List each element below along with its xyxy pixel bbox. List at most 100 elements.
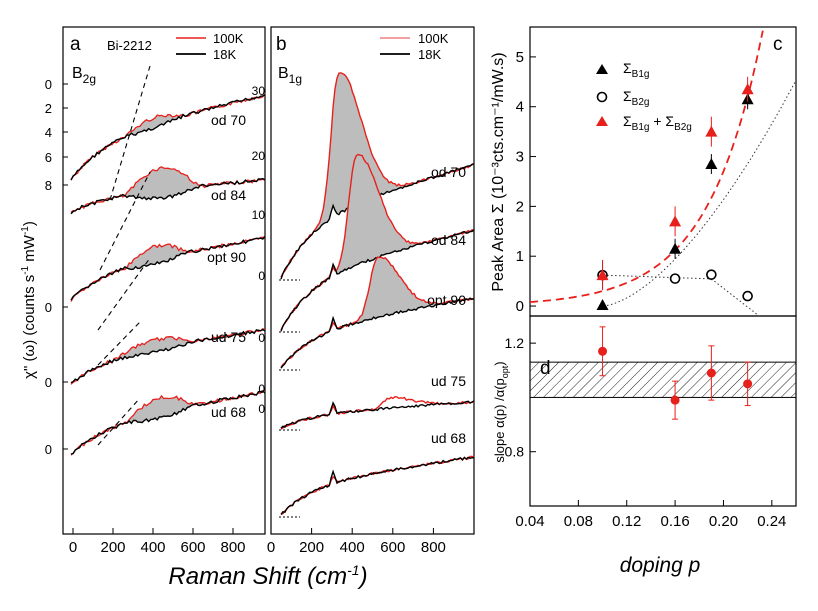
panel-c-point-sum	[669, 215, 682, 227]
panel-d-point	[706, 368, 716, 378]
panel-d-frame	[529, 315, 797, 507]
panel-a-sample-label: ud 75	[211, 329, 246, 345]
panel-d-hatched-band	[529, 361, 797, 398]
panel-b-peak-fill	[281, 257, 474, 369]
panel-a-ytick-label: 2	[45, 101, 52, 116]
panel-c-point-b2g	[669, 273, 681, 284]
panel-a-symmetry: B2g	[72, 65, 96, 86]
panel-c-ytick-label: 0	[516, 298, 524, 315]
panel-a-xtick-label: 200	[100, 539, 125, 556]
doping-xlabel: doping p	[620, 554, 701, 577]
panel-b: 0 200 400 600 800 30 20 10 0 0 0 0 od 70 od 84 opt 90 u…	[252, 72, 475, 556]
raman-shift-xlabel: Raman Shift (cm-1)	[168, 562, 367, 590]
panel-a-spectrum-100k	[70, 327, 266, 385]
panel-b-xtick-label: 600	[380, 539, 405, 556]
panel-b-peak-fill	[281, 72, 474, 280]
panel-b-spectrum-100k	[280, 395, 474, 430]
panel-b-xtick-label: 200	[299, 539, 324, 556]
panel-a-spectrum-18k	[70, 390, 266, 455]
legend-sum-plus: +	[649, 113, 665, 129]
legend-b2g-main: Σ	[623, 88, 632, 104]
panel-c-point-b1g	[596, 299, 609, 311]
panel-b-ytick-label: 0	[258, 269, 265, 283]
panel-a-frame	[62, 26, 266, 535]
panel-a-sample-label: od 84	[211, 187, 246, 203]
panel-a-gap-fill	[71, 390, 265, 456]
panel-a-sym-sub: 2g	[83, 72, 96, 86]
panel-d-point	[743, 379, 753, 389]
panel-b-sym-sub: 1g	[289, 72, 302, 86]
panel-b-frame	[270, 26, 475, 535]
panel-b-ytick-label: 10	[252, 208, 266, 222]
panel-c-ytick-label: 2	[516, 198, 524, 215]
panel-b-sample-label: od 84	[431, 232, 466, 248]
panel-c-frame	[529, 26, 797, 317]
panel-b-ytick-label: 0	[258, 331, 265, 345]
panel-a-slope-guide	[97, 321, 141, 366]
panel-a-material: Bi-2212	[107, 38, 152, 53]
panel-c-fit-b2g	[603, 274, 760, 317]
legend-b1g-marker	[596, 64, 608, 74]
ylabel-end: )	[21, 221, 38, 226]
panel-c-ytick-label: 5	[516, 49, 524, 66]
panel-a-xtick-label: 400	[140, 539, 165, 556]
panel-b-spectrum-18k	[280, 297, 475, 369]
legend-sum-marker	[596, 116, 608, 126]
panel-a-sample-label: od 70	[211, 112, 246, 128]
panel-a-label: a	[70, 34, 81, 55]
panel-d-ytick-label: 1.2	[505, 335, 525, 351]
legend-b2g-sub: B2g	[632, 97, 650, 108]
panel-c-point-b1g	[669, 242, 682, 254]
panel-b-xtick-label: 400	[340, 539, 365, 556]
panel-b-ytick-label: 0	[258, 402, 265, 416]
xlabel-sup: -1	[347, 562, 359, 578]
panel-c-label: c	[773, 34, 783, 55]
legend-sum-label: ΣB1g + ΣB2g	[623, 113, 692, 133]
panel-a-sym-main: B	[72, 65, 83, 82]
panel-a-ytick-label: 8	[45, 178, 52, 193]
panel-a-spectrum-100k	[70, 390, 266, 456]
panel-d-xtick-label: 0.04	[515, 513, 544, 530]
xlabel-end: )	[357, 563, 368, 590]
panel-d-label: d	[540, 358, 551, 379]
xlabel-main: Raman Shift (cm	[168, 563, 347, 590]
panel-b-legend-100k: 100K	[418, 31, 449, 46]
ylabel-sup2: -1	[20, 226, 31, 235]
legend-sum-a-sub: B1g	[632, 122, 650, 133]
ylabel-d-b: )	[492, 361, 507, 365]
panel-a-slope-guide	[99, 171, 151, 271]
ylabel-d-a: slope α(p) /α(p	[492, 378, 507, 462]
panel-c-ytick-label: 4	[516, 99, 524, 116]
panel-b-sym-main: B	[278, 65, 289, 82]
panel-d-xtick-label: 0.24	[757, 513, 786, 530]
panel-b-spectrum-18k	[280, 456, 475, 515]
panel-b-sample-label: opt 90	[427, 292, 466, 308]
panel-b-peak-fill	[281, 154, 474, 332]
panel-a-xtick-label: 0	[69, 539, 77, 556]
panel-c-point-sum	[596, 269, 609, 281]
panel-b-legend-18k: 18K	[418, 47, 441, 62]
panel-a-spectrum-18k	[70, 94, 266, 181]
panel-c-point-sum	[741, 83, 754, 95]
legend-b2g-label: ΣB2g	[623, 88, 649, 108]
panel-a-xtick-label: 800	[220, 539, 245, 556]
panel-c-point-b2g	[706, 269, 717, 280]
panel-a-sample-label: ud 68	[211, 404, 246, 420]
panel-c-point-b1g	[705, 158, 718, 170]
panel-c-point-b2g	[742, 290, 753, 302]
ylabel-d-sub: opt	[500, 365, 510, 378]
panel-a-legend-18k: 18K	[213, 47, 236, 62]
panel-d-xtick-label: 0.08	[564, 513, 593, 530]
ylabel-mid: mW	[21, 234, 38, 266]
panel-a-gap-fill	[71, 166, 265, 214]
panel-c-ylabel: Peak Area Σ (10⁻³cts.cm⁻¹/mW.s)	[490, 52, 507, 291]
legend-b1g-label: ΣB1g	[623, 60, 649, 80]
panel-b-spectrum-18k	[280, 400, 475, 429]
panel-b-ytick-label: 20	[252, 149, 266, 163]
legend-sum-a-main: Σ	[623, 113, 632, 129]
panel-d-point	[670, 395, 680, 405]
panel-a-slope-guide	[97, 257, 151, 331]
panel-a-ytick-label: 0	[45, 442, 52, 457]
panel-c-ytick-label: 3	[516, 149, 524, 166]
